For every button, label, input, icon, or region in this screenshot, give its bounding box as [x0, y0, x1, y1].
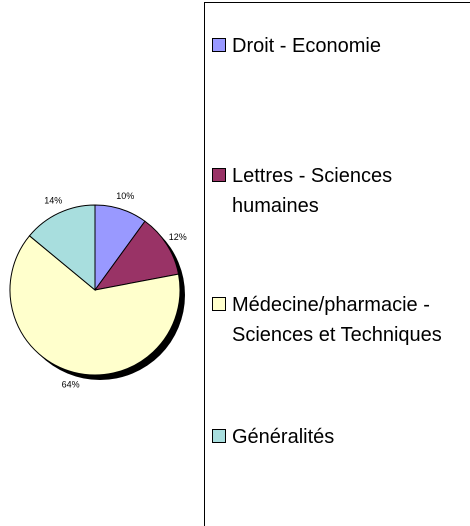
legend-swatch: [212, 168, 226, 182]
legend-item: Généralités: [212, 422, 457, 452]
legend-label: Généralités: [232, 426, 335, 448]
data-label: 12%: [169, 232, 187, 242]
data-label: 14%: [44, 196, 62, 206]
legend-item: Médecine/pharmacie - Sciences et Techniq…: [212, 290, 457, 350]
legend-label: Médecine/pharmacie - Sciences et Techniq…: [232, 294, 442, 346]
legend-swatch: [212, 297, 226, 311]
legend-label: Droit - Economie: [232, 35, 381, 57]
legend-label: Lettres - Sciences humaines: [232, 165, 393, 217]
legend-swatch: [212, 38, 226, 52]
pie-slice: [28, 204, 96, 292]
pie: [9, 204, 181, 376]
pie-slice: [9, 235, 181, 376]
pie-slice: [93, 220, 180, 291]
data-label: 10%: [116, 191, 134, 201]
legend-item: Lettres - Sciences humaines: [212, 161, 457, 221]
legend-item: Droit - Economie: [212, 31, 457, 61]
legend-swatch: [212, 429, 226, 443]
data-label: 64%: [62, 379, 80, 389]
